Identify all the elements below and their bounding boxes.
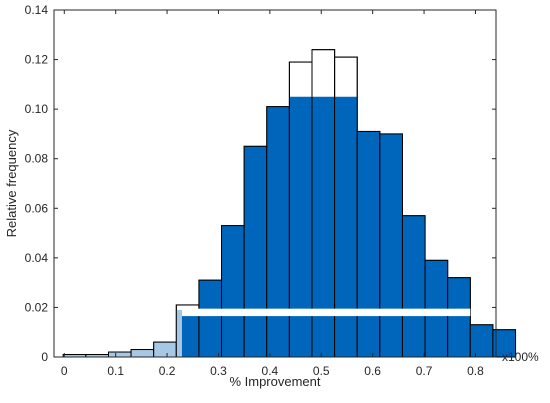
- x-tick-label-1: 0.1: [107, 364, 124, 378]
- histogram-bar-fill-13: [357, 131, 380, 357]
- x-tick-label-2: 0.2: [159, 364, 176, 378]
- y-tick-label-4: 0.08: [25, 152, 49, 166]
- histogram-bar-fill-11: [312, 96, 335, 357]
- histogram-bar-fill-9: [266, 106, 290, 358]
- y-axis-ticks: 0 0.02 0.04 0.06 0.08 0.10 0.12 0.14: [25, 3, 496, 364]
- histogram-bar-fill-8: [244, 146, 267, 357]
- histogram-bar-fill-2: [108, 352, 132, 357]
- white-band: [181, 308, 471, 317]
- histogram-bar-fill-4: [153, 342, 177, 357]
- histogram-bar-fill-18: [470, 324, 493, 357]
- x-axis-label: % Improvement: [229, 374, 320, 389]
- y-tick-label-2: 0.04: [25, 251, 49, 265]
- histogram-bar-fill-3: [131, 349, 154, 357]
- x-tick-label-3: 0.3: [210, 364, 227, 378]
- x-tick-label-4: 0.4: [262, 364, 279, 378]
- bars-group: [62, 49, 517, 358]
- histogram-bar-fill-1: [85, 354, 109, 357]
- histogram-bar-fill-10: [289, 96, 313, 357]
- x-tick-label-8: 0.8: [467, 364, 484, 378]
- x-tick-label-5: 0.5: [313, 364, 330, 378]
- x-tick-label-7: 0.7: [416, 364, 433, 378]
- y-tick-label-1: 0.02: [25, 300, 49, 314]
- y-tick-label-3: 0.06: [25, 201, 49, 215]
- histogram-bar-fill-5: [181, 309, 199, 357]
- histogram-bar-fill-15: [402, 215, 426, 357]
- x-tick-label-6: 0.6: [364, 364, 381, 378]
- y-tick-label-6: 0.12: [25, 53, 49, 67]
- histogram-bar-fill-7: [221, 225, 245, 357]
- y-axis-label: Relative frequency: [4, 129, 19, 237]
- plot-frame: [53, 9, 497, 358]
- x-axis-ticks: 0 0.1 0.2 0.3 0.4 0.5 0.6 0.7 0.8: [61, 10, 484, 378]
- histogram-bar-fill-19: [492, 329, 516, 357]
- histogram-bar-fill-12: [334, 96, 358, 357]
- histogram-bar-fill-17: [447, 277, 471, 357]
- y-tick-label-0: 0: [41, 350, 48, 364]
- histogram-bar-fill-14: [379, 133, 403, 357]
- histogram-bar-fill-0: [63, 354, 86, 357]
- x-axis-multiplier: x100%: [502, 350, 539, 364]
- band-overlay-group: [181, 308, 471, 317]
- y-tick-label-7: 0.14: [25, 3, 49, 17]
- histogram-bar-fill-6: [198, 280, 222, 357]
- y-tick-label-5: 0.10: [25, 102, 49, 116]
- histogram-bar-edge-19: [492, 329, 517, 358]
- x-tick-label-0: 0: [61, 364, 68, 378]
